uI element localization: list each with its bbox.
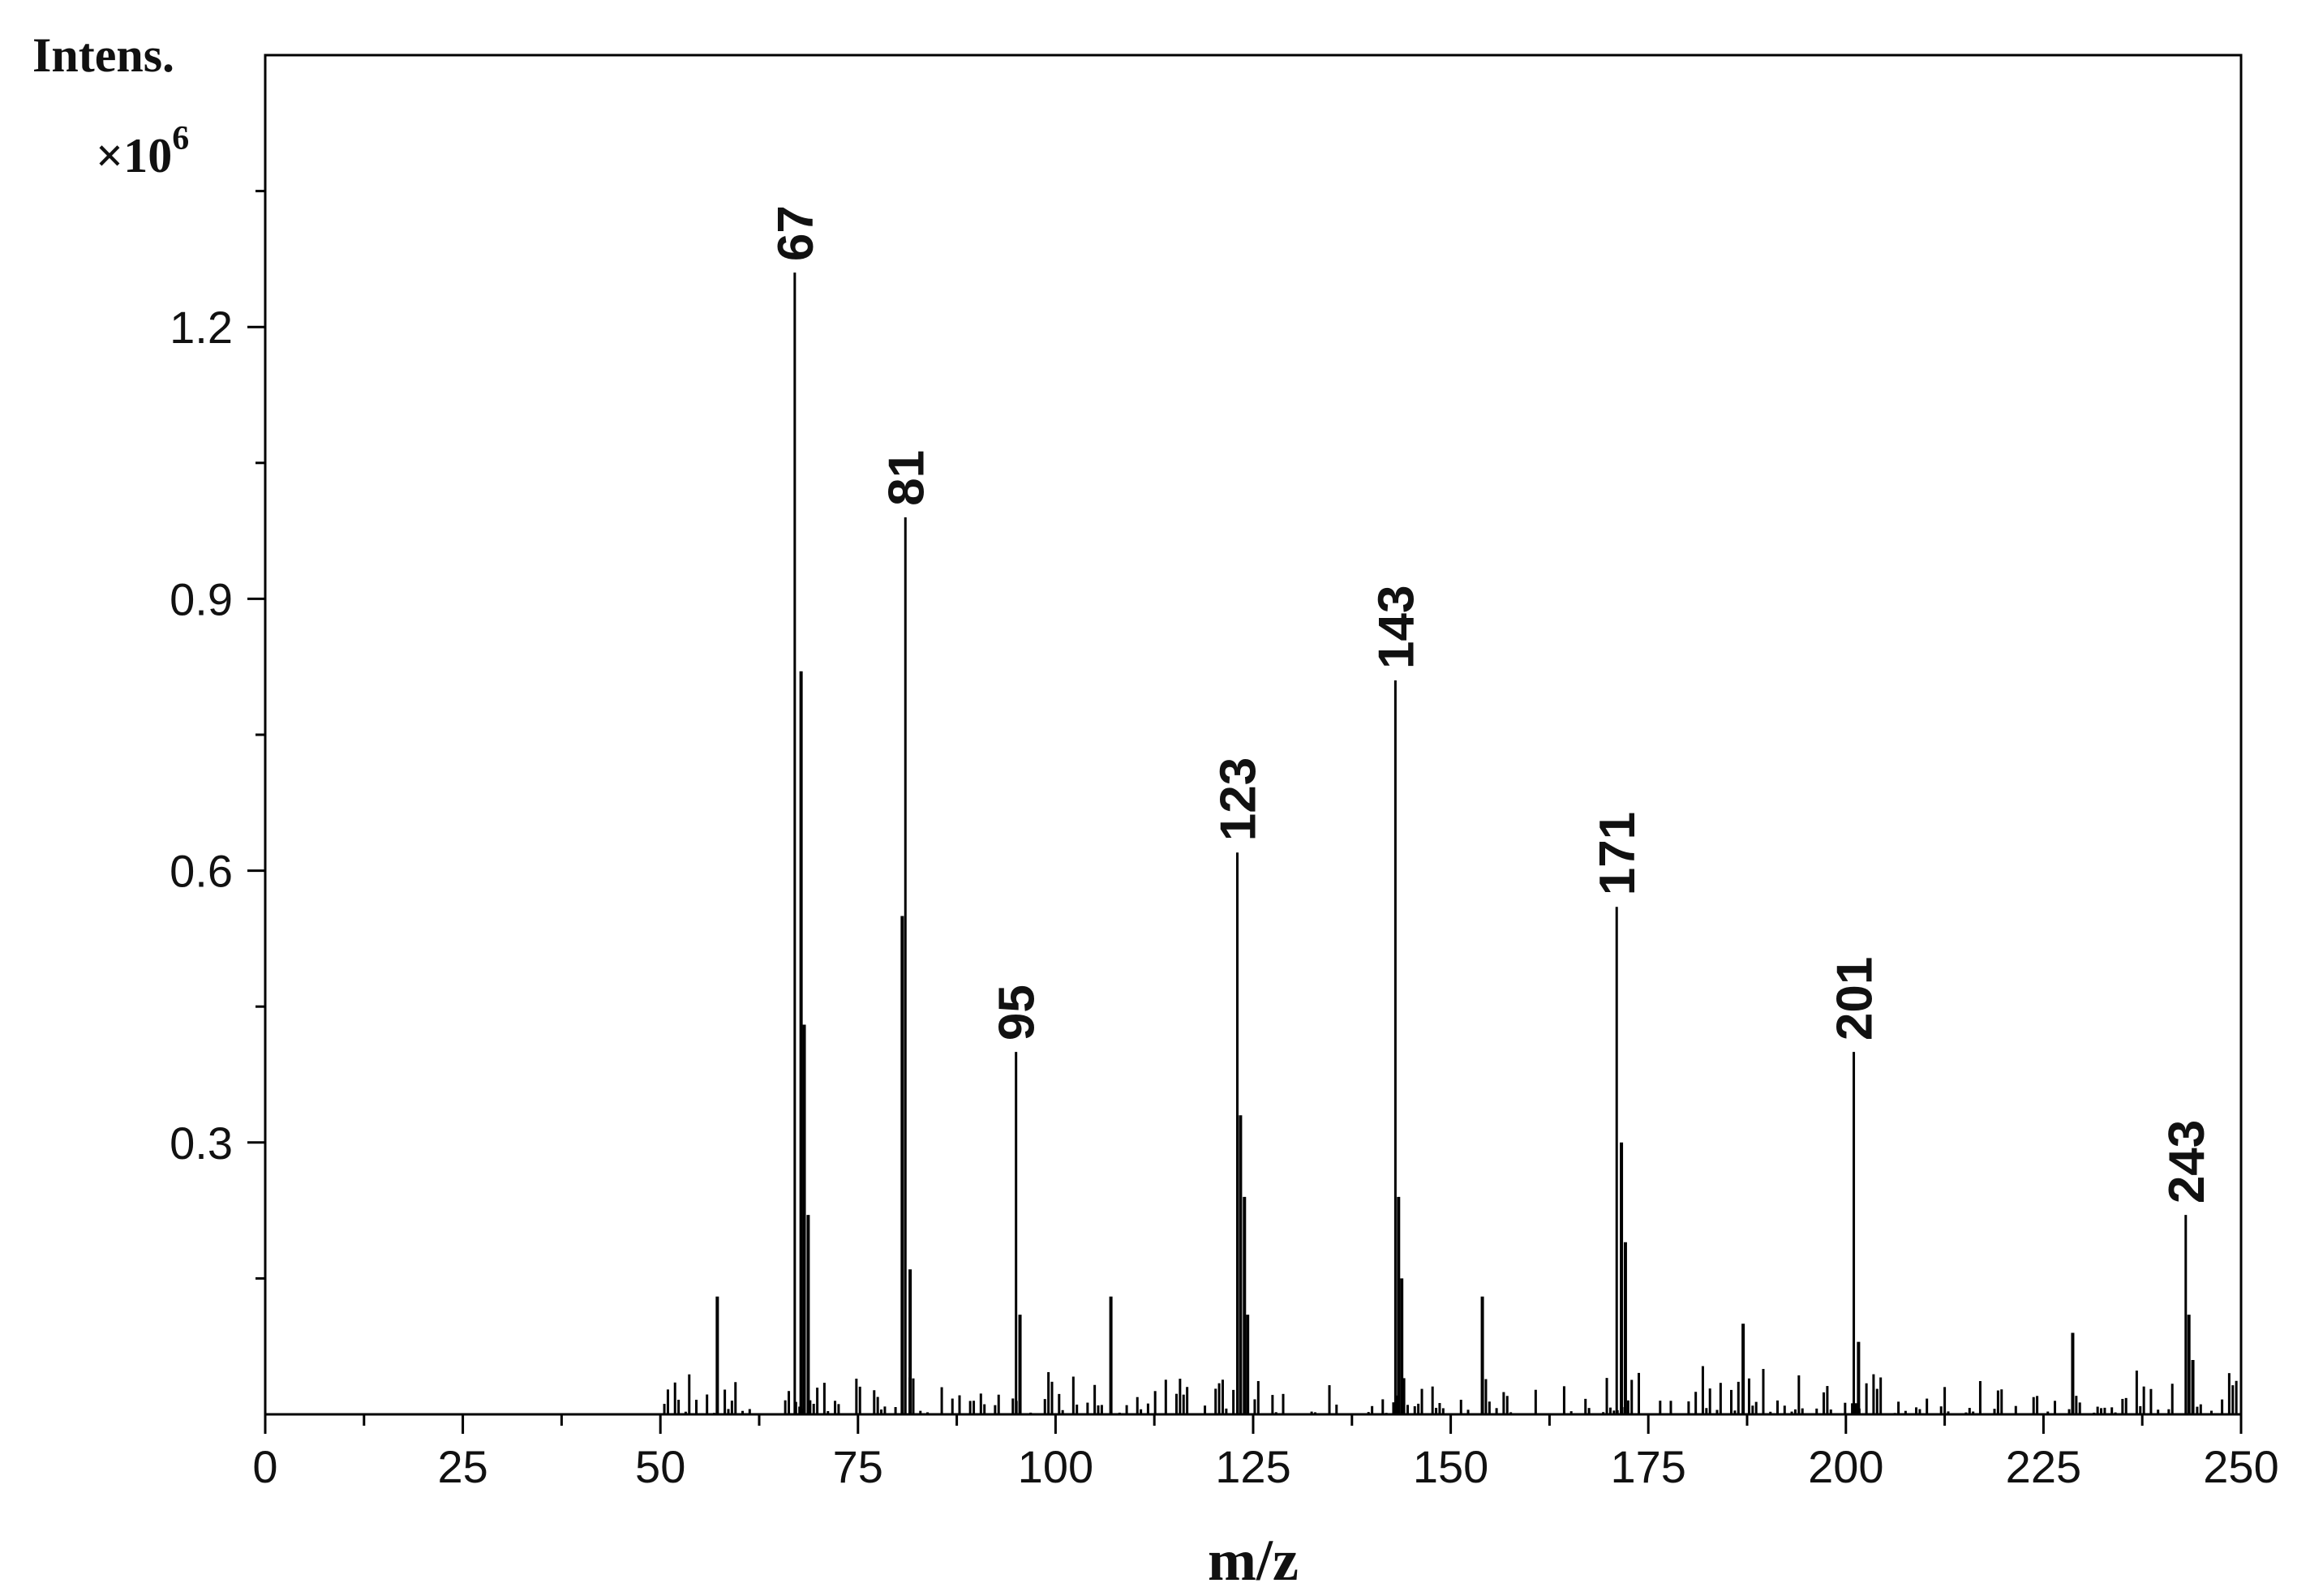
peak-label: 143 [1368,586,1424,669]
peak-label: 201 [1827,957,1883,1040]
y-tick-label: 0.9 [170,573,233,624]
y-axis-scale: ×106 [96,120,189,182]
y-tick-label: 1.2 [170,302,233,353]
x-tick-label: 125 [1215,1441,1290,1492]
peak-label: 67 [768,205,824,261]
x-tick-label: 200 [1808,1441,1883,1492]
x-tick-label: 0 [252,1441,277,1492]
peak-labels: 67 81 95 123 143 171 201 243 [768,205,2215,1203]
x-axis-title: m/z [1208,1528,1299,1593]
plot-frame [264,54,2243,1416]
x-tick-label: 75 [833,1441,883,1492]
peak-label: 81 [878,450,934,506]
x-tick-label: 25 [437,1441,487,1492]
y-tick-label: 0.3 [170,1118,233,1169]
x-tick-label: 150 [1413,1441,1488,1492]
peak-label: 95 [990,985,1046,1040]
x-tick-label: 225 [2006,1441,2081,1492]
x-tick-label: 100 [1018,1441,1093,1492]
x-tick-label: 175 [1610,1441,1685,1492]
peak-label: 171 [1590,812,1646,895]
spectrum-peaks [715,272,2195,1414]
baseline-noise [663,1366,2238,1414]
y-axis-scale-exponent: 6 [172,120,189,157]
peak-label: 243 [2159,1120,2215,1203]
y-tick-label: 0.6 [170,846,233,897]
y-axis-scale-base: ×10 [96,129,172,182]
y-axis-title: Intens. [32,28,174,82]
x-tick-label: 250 [2203,1441,2278,1492]
x-tick-label: 50 [635,1441,685,1492]
peak-label: 123 [1211,757,1267,841]
axis-ticks: 0 25 50 75 100 125 150 175 200 225 250 0.3 0.6 0.9 1.2 [170,190,2279,1492]
